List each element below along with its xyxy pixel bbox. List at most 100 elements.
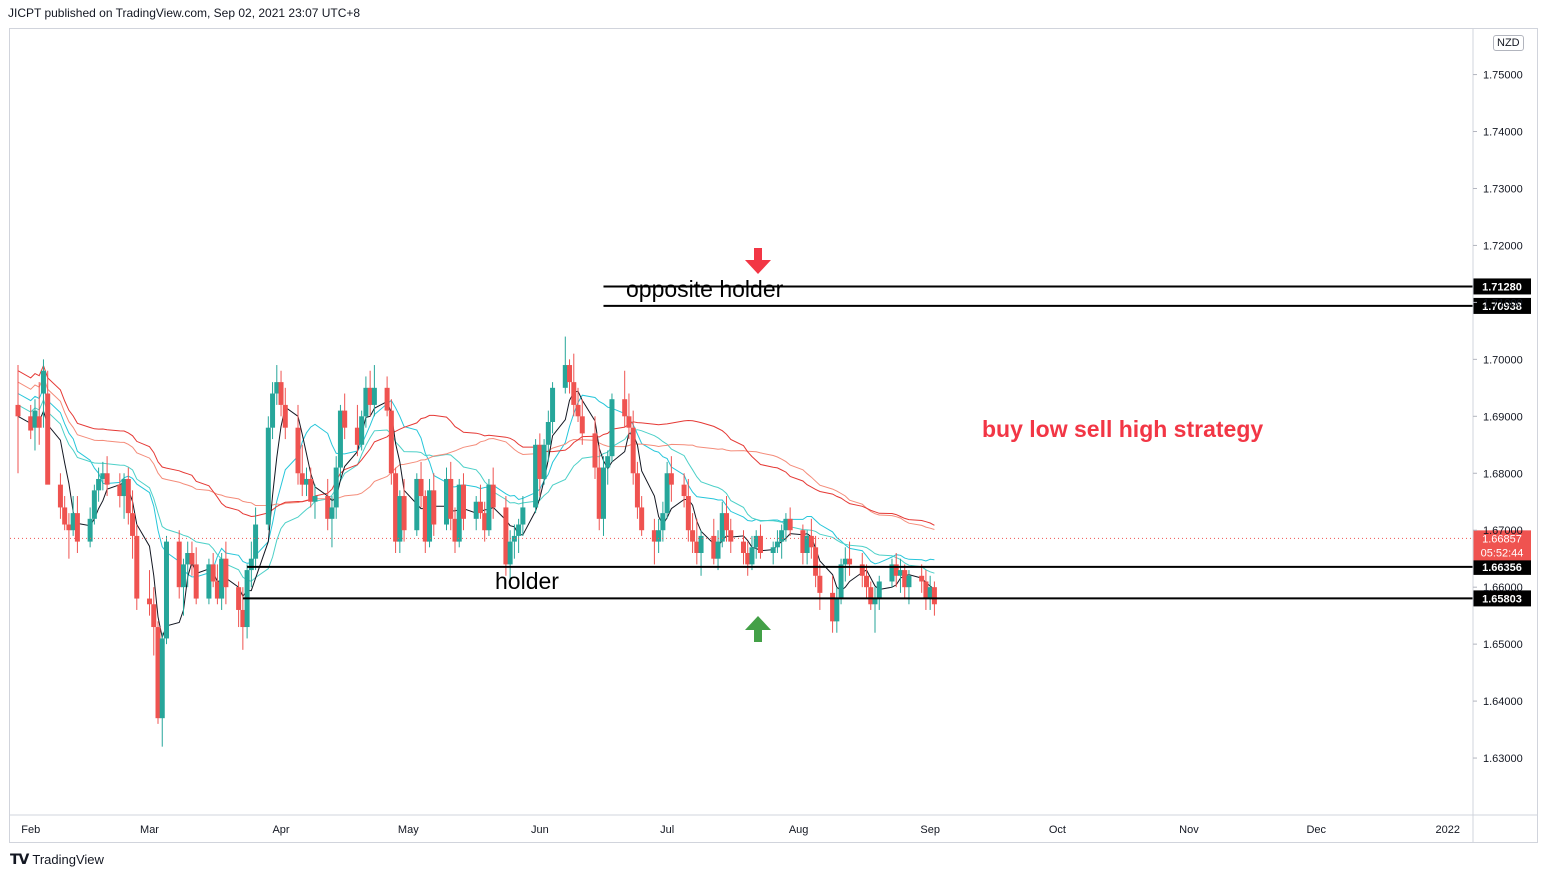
candle-body <box>660 513 666 531</box>
candle <box>490 467 496 519</box>
candle-body <box>931 587 937 605</box>
y-tick-label: 1.72000 <box>1483 240 1523 252</box>
x-tick-label: Oct <box>1049 824 1066 836</box>
up-arrow-icon <box>745 616 771 642</box>
candle <box>567 359 573 394</box>
candle <box>367 370 373 417</box>
candle <box>668 456 674 502</box>
y-tick-label: 1.66000 <box>1483 582 1523 594</box>
candle-body <box>15 404 21 417</box>
current-price-label: 1.66857 <box>1482 533 1522 545</box>
level-price-label: 1.66356 <box>1482 562 1522 574</box>
candle <box>388 399 394 485</box>
candle <box>651 518 657 565</box>
candle <box>308 467 314 508</box>
annotation-arrows <box>745 248 771 642</box>
candle-body <box>562 365 568 388</box>
candle-body <box>418 478 424 497</box>
candle-body <box>698 535 704 553</box>
candle-body <box>864 575 870 588</box>
candle <box>634 461 640 519</box>
candle-body <box>384 387 390 411</box>
candle <box>418 461 424 508</box>
candle <box>626 393 632 440</box>
candle-body <box>685 496 691 531</box>
candle <box>384 376 390 417</box>
candle-body <box>460 484 466 519</box>
candle-body <box>622 399 628 417</box>
candle <box>749 535 755 571</box>
ma-red <box>17 364 935 526</box>
candle <box>830 575 836 633</box>
candle <box>864 564 870 599</box>
candle <box>274 365 280 405</box>
candle <box>715 530 721 571</box>
footer: 𝗧𝗩 TradingView <box>10 851 104 868</box>
candle <box>57 473 63 519</box>
candle-body <box>308 478 314 502</box>
candle <box>270 382 276 440</box>
candle-body <box>630 427 636 474</box>
candle <box>757 524 763 559</box>
candle <box>219 553 225 610</box>
candle <box>503 496 509 576</box>
candle-body <box>919 575 925 582</box>
candle-body <box>664 473 670 514</box>
y-tick-label: 1.73000 <box>1483 183 1523 195</box>
candle-body <box>125 478 131 514</box>
candle-body <box>813 547 819 576</box>
candle <box>694 518 700 565</box>
candle-body <box>270 393 276 428</box>
currency-badge[interactable]: NZD <box>1493 35 1524 51</box>
annotation-opposite-holder: opposite holder <box>626 276 784 302</box>
candle-body <box>367 387 373 405</box>
candle <box>545 410 551 462</box>
level-price-tag <box>1473 590 1531 607</box>
candle-body <box>545 422 551 445</box>
candle <box>571 353 577 417</box>
candle-body <box>333 467 339 508</box>
candle <box>516 518 522 553</box>
candle-body <box>787 518 793 531</box>
x-tick-label: Dec <box>1306 824 1326 836</box>
candle-body <box>253 524 259 559</box>
candle-body <box>516 524 522 536</box>
ma-salmon <box>17 375 935 530</box>
candle-body <box>117 484 123 497</box>
chart-frame[interactable] <box>9 28 1538 843</box>
candle <box>813 535 819 588</box>
candle-body <box>363 387 369 417</box>
candle <box>66 513 72 559</box>
candle-body <box>210 564 216 582</box>
y-tick-label: 1.70000 <box>1483 354 1523 366</box>
candle-body <box>414 478 420 531</box>
candle <box>74 496 80 553</box>
candle <box>592 416 598 479</box>
candle <box>923 570 929 610</box>
candle-body <box>248 558 254 571</box>
candle-body <box>354 427 360 445</box>
candle-body <box>193 564 199 599</box>
candle-body <box>745 553 751 565</box>
candle-body <box>817 575 823 593</box>
candle-body <box>902 570 908 588</box>
x-tick-label: Nov <box>1179 824 1199 836</box>
candle <box>639 496 645 536</box>
candle <box>134 524 140 610</box>
candle <box>800 524 806 565</box>
candle <box>422 490 428 553</box>
candle-body <box>147 598 153 605</box>
candle <box>248 541 254 588</box>
candle <box>363 376 369 428</box>
candle <box>121 473 127 519</box>
candle-body <box>715 541 721 559</box>
candle-body <box>842 558 848 565</box>
candle <box>371 365 377 417</box>
candle <box>397 490 403 553</box>
candle-body <box>70 513 76 531</box>
candle <box>325 478 331 531</box>
candle <box>698 530 704 576</box>
candle <box>104 456 110 497</box>
candle-body <box>189 553 195 565</box>
